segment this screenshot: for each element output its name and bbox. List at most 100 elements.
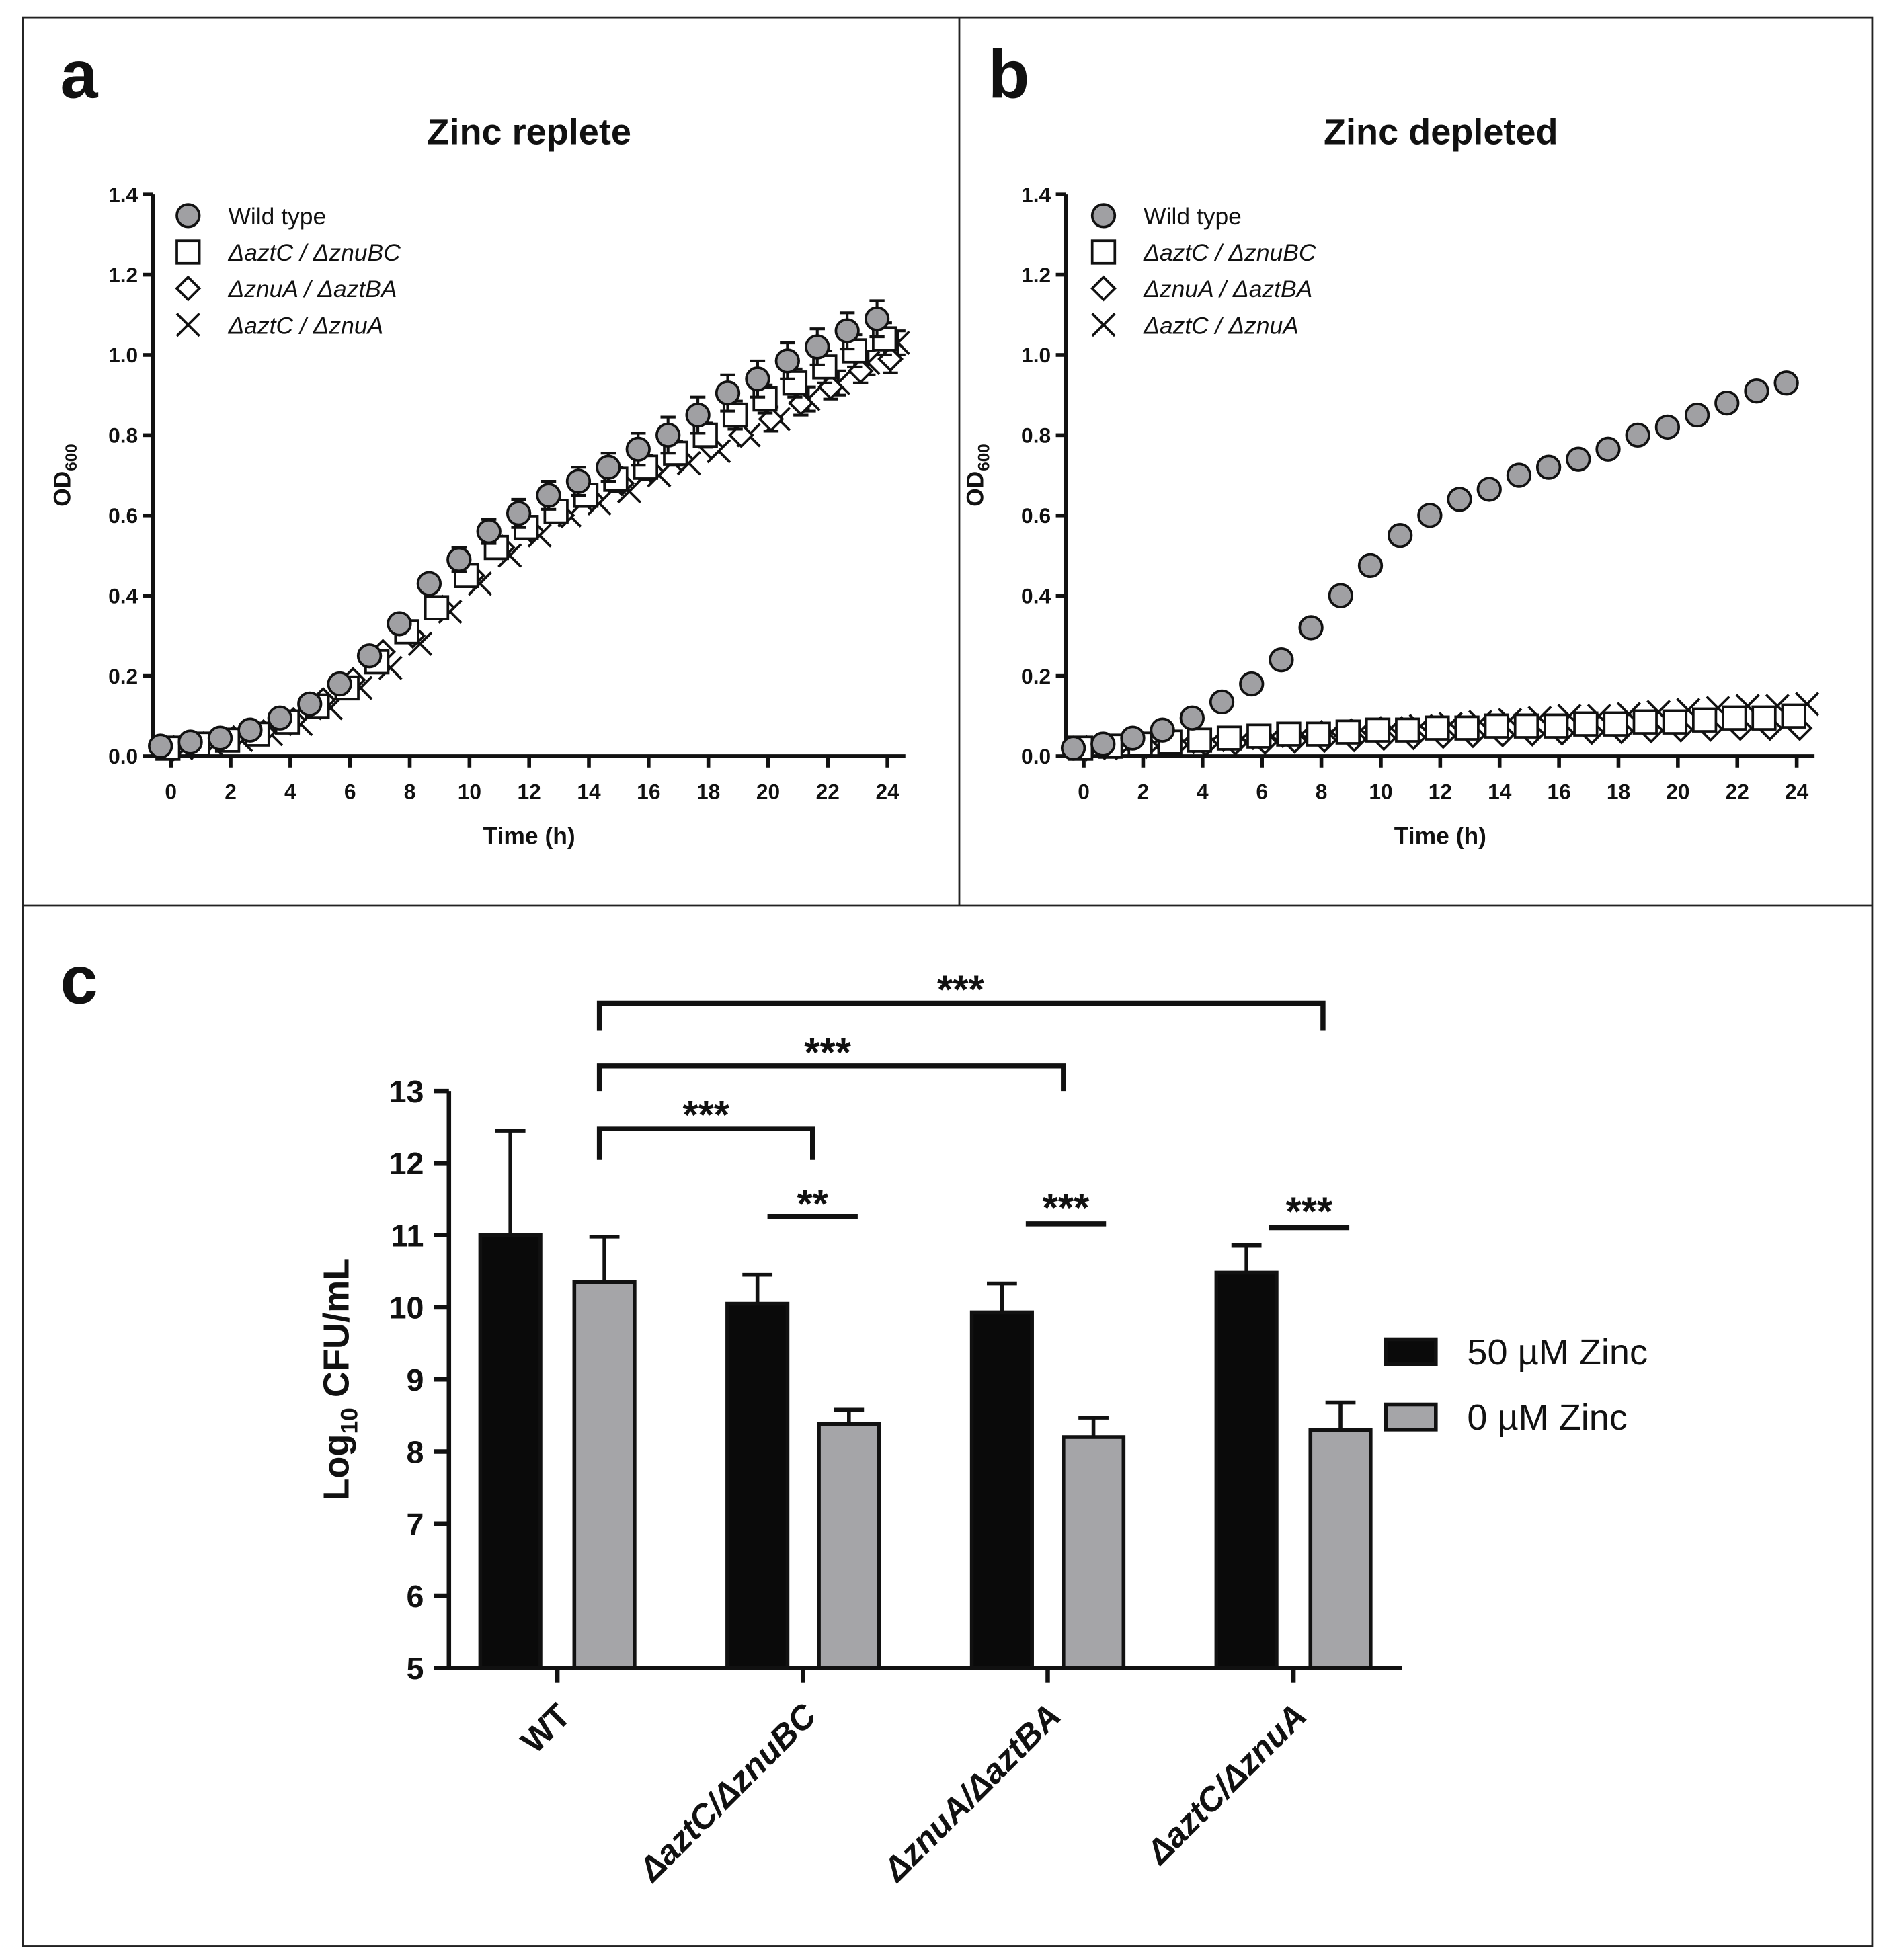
y-tick-label: 0.0: [1021, 744, 1051, 768]
x-tick-label: 2: [1137, 779, 1150, 803]
y-axis-label-subscript: 600: [63, 444, 81, 471]
y-tick-label: 0.4: [108, 583, 138, 608]
data-point-square: [1187, 727, 1213, 753]
data-point-circle: [1654, 414, 1681, 440]
data-point-circle: [1684, 402, 1710, 428]
legend-label: ΔaztC / ΔznuA: [227, 312, 383, 339]
x-tick-label: 6: [344, 779, 356, 803]
x-tick-label: 22: [816, 779, 840, 803]
significance-bracket: [596, 1126, 815, 1160]
y-tick-label: 12: [389, 1146, 424, 1181]
series-square: [1068, 703, 1806, 761]
legend: 50 µM Zinc 0 µM Zinc: [1384, 1332, 1648, 1438]
panel-frame: [22, 16, 1874, 1947]
data-point-square: [1603, 711, 1628, 737]
data-point-square: [1513, 713, 1539, 739]
significance-bracket: [596, 1000, 1326, 1031]
data-point-circle: [625, 436, 651, 462]
data-point-circle: [416, 571, 442, 596]
data-point-diamond: [758, 406, 785, 432]
data-point-circle: [1239, 671, 1265, 697]
data-point-square: [424, 595, 450, 620]
x-tick-label: 10: [458, 779, 481, 803]
y-tick-label: 1.4: [108, 182, 138, 206]
x-tick-label: 20: [1666, 779, 1689, 803]
data-point-square: [175, 239, 201, 265]
legend-swatch: [1384, 1337, 1438, 1366]
data-point-circle: [476, 519, 502, 544]
significance-label: **: [797, 1182, 829, 1227]
data-point-square: [1544, 713, 1569, 739]
data-point-circle: [864, 306, 890, 331]
x-axis-label: Time (h): [483, 823, 575, 850]
data-point-square: [1306, 721, 1331, 747]
bar: [1214, 1270, 1279, 1670]
significance-label: ***: [937, 967, 984, 1012]
data-point-square: [1216, 725, 1242, 751]
data-point-circle: [1566, 446, 1591, 472]
panel-letter-c: c: [61, 943, 98, 1018]
data-point-circle: [1090, 203, 1117, 229]
data-point-circle: [387, 611, 412, 637]
y-axis-label-main: OD: [961, 471, 988, 507]
y-tick-label: 8: [407, 1434, 424, 1469]
x-tick-label: 6: [1256, 779, 1268, 803]
bar: [817, 1422, 881, 1670]
legend-label: ΔaztC / ΔznuA: [1143, 312, 1299, 339]
data-point-circle: [177, 729, 203, 755]
data-point-circle: [506, 501, 532, 526]
data-point-circle: [655, 422, 681, 448]
significance-label: ***: [1286, 1189, 1333, 1234]
y-tick-label: 1.4: [1021, 182, 1051, 206]
x-tick-label: 0: [1078, 779, 1090, 803]
outer-border: [22, 16, 1874, 1947]
data-point-circle: [715, 380, 741, 406]
x-tick-label: 18: [1607, 779, 1630, 803]
data-point-circle: [207, 725, 233, 751]
x-tick-label: 4: [1197, 779, 1209, 803]
series-circle: [1060, 370, 1799, 761]
y-tick-label: 0.4: [1021, 583, 1051, 608]
y-tick-label: 1.2: [108, 263, 138, 287]
y-tick-label: 0.8: [108, 423, 138, 448]
data-point-circle: [1506, 462, 1532, 488]
y-axis-label-main: OD: [48, 471, 75, 507]
chart-title: Zinc depleted: [1324, 112, 1558, 153]
y-axis-label-subscript: 600: [975, 444, 994, 471]
data-point-square: [1573, 711, 1599, 737]
x-tick-label: 2: [225, 779, 237, 803]
data-point-circle: [446, 546, 472, 573]
y-axis-label: OD600: [961, 444, 993, 507]
data-point-circle: [1357, 553, 1384, 579]
x-tick-label: 16: [1547, 779, 1570, 803]
y-tick-label: 10: [389, 1291, 424, 1325]
x-tick-label: 8: [404, 779, 416, 803]
data-point-square: [1276, 721, 1302, 747]
data-point-square: [1722, 705, 1747, 731]
y-tick-label: 7: [407, 1507, 424, 1542]
y-tick-label: 0.2: [1021, 664, 1051, 688]
significance-label: ***: [682, 1092, 729, 1137]
data-point-circle: [596, 454, 621, 480]
data-point-square: [1454, 715, 1480, 741]
data-point-square: [1662, 709, 1688, 735]
y-axis-label: OD600: [48, 444, 80, 507]
bar: [572, 1280, 637, 1670]
y-tick-label: 1.0: [108, 343, 138, 367]
x-tick-label: 20: [756, 779, 780, 803]
data-point-circle: [565, 468, 592, 494]
data-point-circle: [175, 203, 201, 229]
legend-label: Wild type: [1144, 203, 1242, 230]
data-point-circle: [1714, 390, 1740, 416]
y-tick-label: 1.2: [1021, 263, 1051, 287]
data-point-diamond: [175, 275, 202, 302]
legend-swatch: [1384, 1402, 1438, 1432]
data-point-x: [175, 313, 200, 337]
data-point-square: [1691, 707, 1718, 733]
significance-label: ***: [1043, 1185, 1090, 1230]
x-tick-label: 14: [577, 779, 601, 803]
data-point-circle: [1328, 583, 1353, 608]
data-point-circle: [1744, 378, 1769, 404]
bar-series-0: [478, 1129, 1279, 1670]
